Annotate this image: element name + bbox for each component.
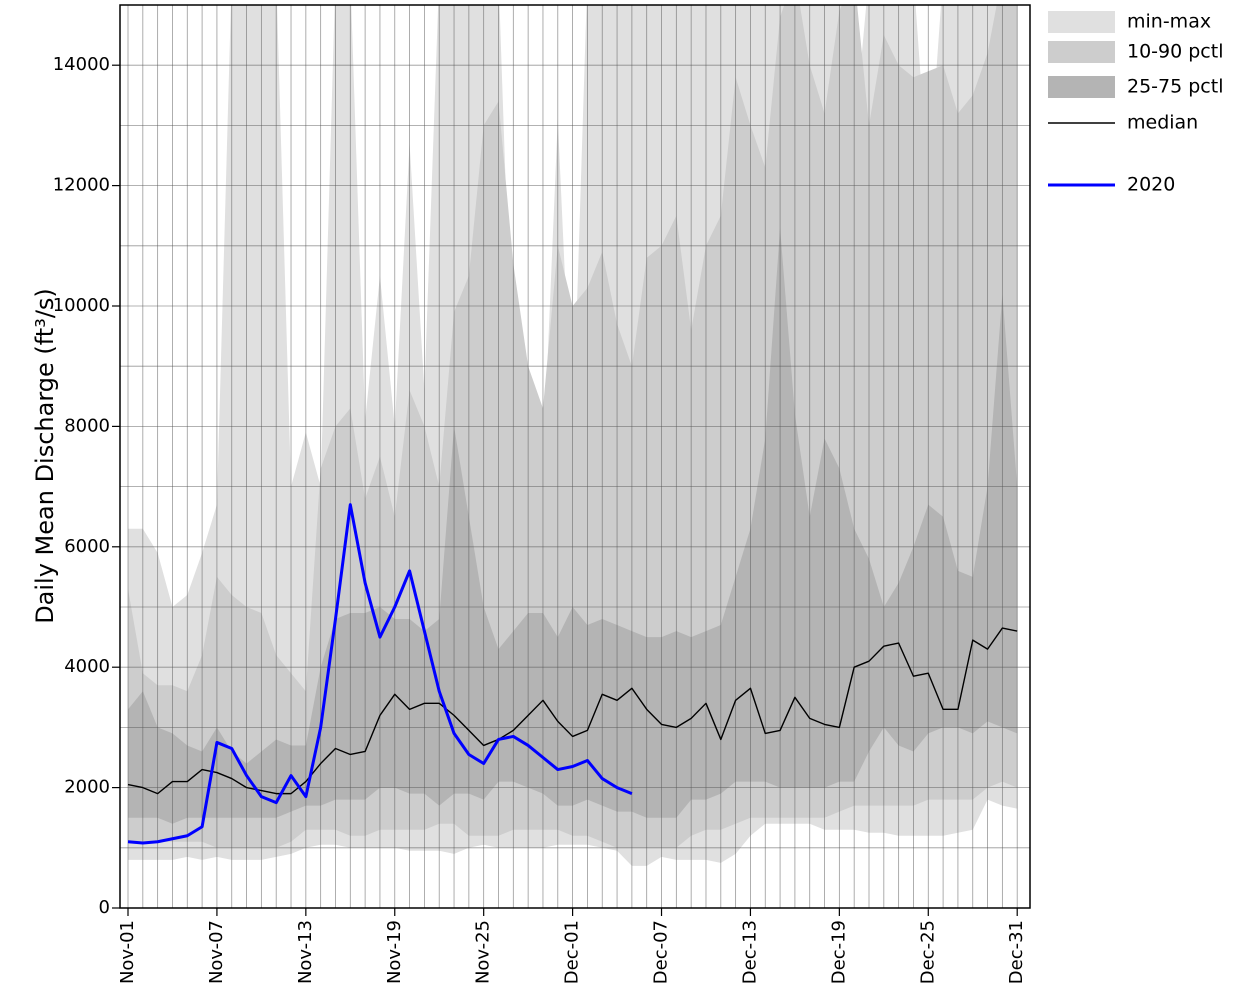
legend: min-max 10-90 pctl 25-75 pctl median 2020 [1048, 11, 1223, 196]
y-tick-label: 6000 [64, 536, 110, 557]
legend-swatch [1048, 11, 1115, 33]
y-tick-label: 12000 [53, 175, 110, 196]
y-tick-label: 0 [99, 897, 110, 918]
y-tick-label: 4000 [64, 656, 110, 677]
lines [127, 503, 1018, 845]
x-tick-label: Dec-25 [917, 920, 938, 984]
x-tick-label: Nov-25 [473, 920, 494, 984]
x-tick-label: Dec-13 [739, 920, 760, 984]
x-tick-label: Dec-19 [828, 920, 849, 984]
x-tick-label: Nov-07 [206, 920, 227, 984]
legend-label: 25-75 pctl [1127, 76, 1223, 98]
y-tick-label: 2000 [64, 777, 110, 798]
x-tick-label: Nov-13 [295, 920, 316, 984]
y-axis-label: Daily Mean Discharge (ft³/s) [31, 288, 59, 624]
y-tick-label: 10000 [53, 295, 110, 316]
axes: 0 2000 4000 6000 8000 10000 12000 14000 Nov-01 No… [53, 54, 1027, 984]
x-tick-label: Nov-01 [117, 920, 138, 984]
x-tick-label: Dec-31 [1006, 920, 1027, 984]
legend-label: min-max [1127, 11, 1211, 33]
grid [120, 5, 1030, 909]
legend-label: 2020 [1127, 174, 1175, 196]
line [127, 627, 1018, 795]
legend-swatch [1048, 41, 1115, 63]
x-tick-label: Nov-19 [384, 920, 405, 984]
legend-label: 10-90 pctl [1127, 41, 1223, 63]
x-tick-label: Dec-07 [651, 920, 672, 984]
plot-frame [119, 4, 1031, 909]
line [127, 503, 633, 845]
legend-label: median [1127, 112, 1198, 134]
legend-swatch [1048, 76, 1115, 98]
x-tick-label: Dec-01 [562, 920, 583, 984]
y-tick-label: 14000 [53, 54, 110, 75]
y-tick-label: 8000 [64, 415, 110, 436]
